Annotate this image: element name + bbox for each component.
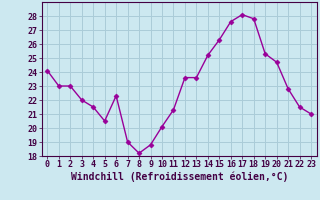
X-axis label: Windchill (Refroidissement éolien,°C): Windchill (Refroidissement éolien,°C) xyxy=(70,172,288,182)
